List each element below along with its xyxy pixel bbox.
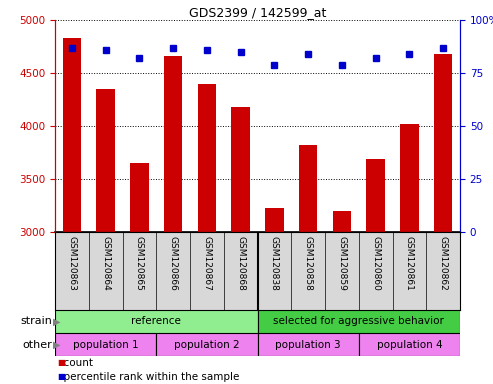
Text: ■: ■ <box>57 359 65 367</box>
Bar <box>130 163 149 232</box>
Text: population 1: population 1 <box>73 339 139 349</box>
Text: reference: reference <box>131 316 181 326</box>
Text: population 4: population 4 <box>377 339 442 349</box>
Bar <box>257 310 460 333</box>
Text: GSM120863: GSM120863 <box>68 236 76 291</box>
Text: selected for aggressive behavior: selected for aggressive behavior <box>273 316 444 326</box>
Bar <box>299 145 317 232</box>
Bar <box>198 84 216 232</box>
Text: GSM120861: GSM120861 <box>405 236 414 291</box>
Bar <box>257 333 359 356</box>
Text: population 3: population 3 <box>275 339 341 349</box>
Text: other: other <box>22 339 52 349</box>
Bar <box>156 333 257 356</box>
Bar <box>400 124 419 232</box>
Text: percentile rank within the sample: percentile rank within the sample <box>57 372 240 382</box>
Text: ▶: ▶ <box>53 316 61 326</box>
Bar <box>55 333 156 356</box>
Bar <box>164 56 182 232</box>
Bar <box>231 107 250 232</box>
Title: GDS2399 / 142599_at: GDS2399 / 142599_at <box>189 6 326 19</box>
Text: ■: ■ <box>57 372 65 381</box>
Bar <box>434 54 453 232</box>
Text: strain: strain <box>20 316 52 326</box>
Bar <box>265 208 283 232</box>
Text: GSM120860: GSM120860 <box>371 236 380 291</box>
Bar <box>63 38 81 232</box>
Text: GSM120858: GSM120858 <box>304 236 313 291</box>
Bar <box>55 310 257 333</box>
Text: ▶: ▶ <box>53 339 61 349</box>
Text: GSM120864: GSM120864 <box>101 236 110 291</box>
Text: GSM120859: GSM120859 <box>337 236 347 291</box>
Text: GSM120838: GSM120838 <box>270 236 279 291</box>
Bar <box>333 211 351 232</box>
Text: count: count <box>57 358 93 368</box>
Text: population 2: population 2 <box>174 339 240 349</box>
Text: GSM120862: GSM120862 <box>439 236 448 291</box>
Text: GSM120866: GSM120866 <box>169 236 177 291</box>
Text: GSM120867: GSM120867 <box>202 236 211 291</box>
Bar <box>96 89 115 232</box>
Bar <box>359 333 460 356</box>
Text: GSM120868: GSM120868 <box>236 236 245 291</box>
Text: GSM120865: GSM120865 <box>135 236 144 291</box>
Bar <box>366 159 385 232</box>
